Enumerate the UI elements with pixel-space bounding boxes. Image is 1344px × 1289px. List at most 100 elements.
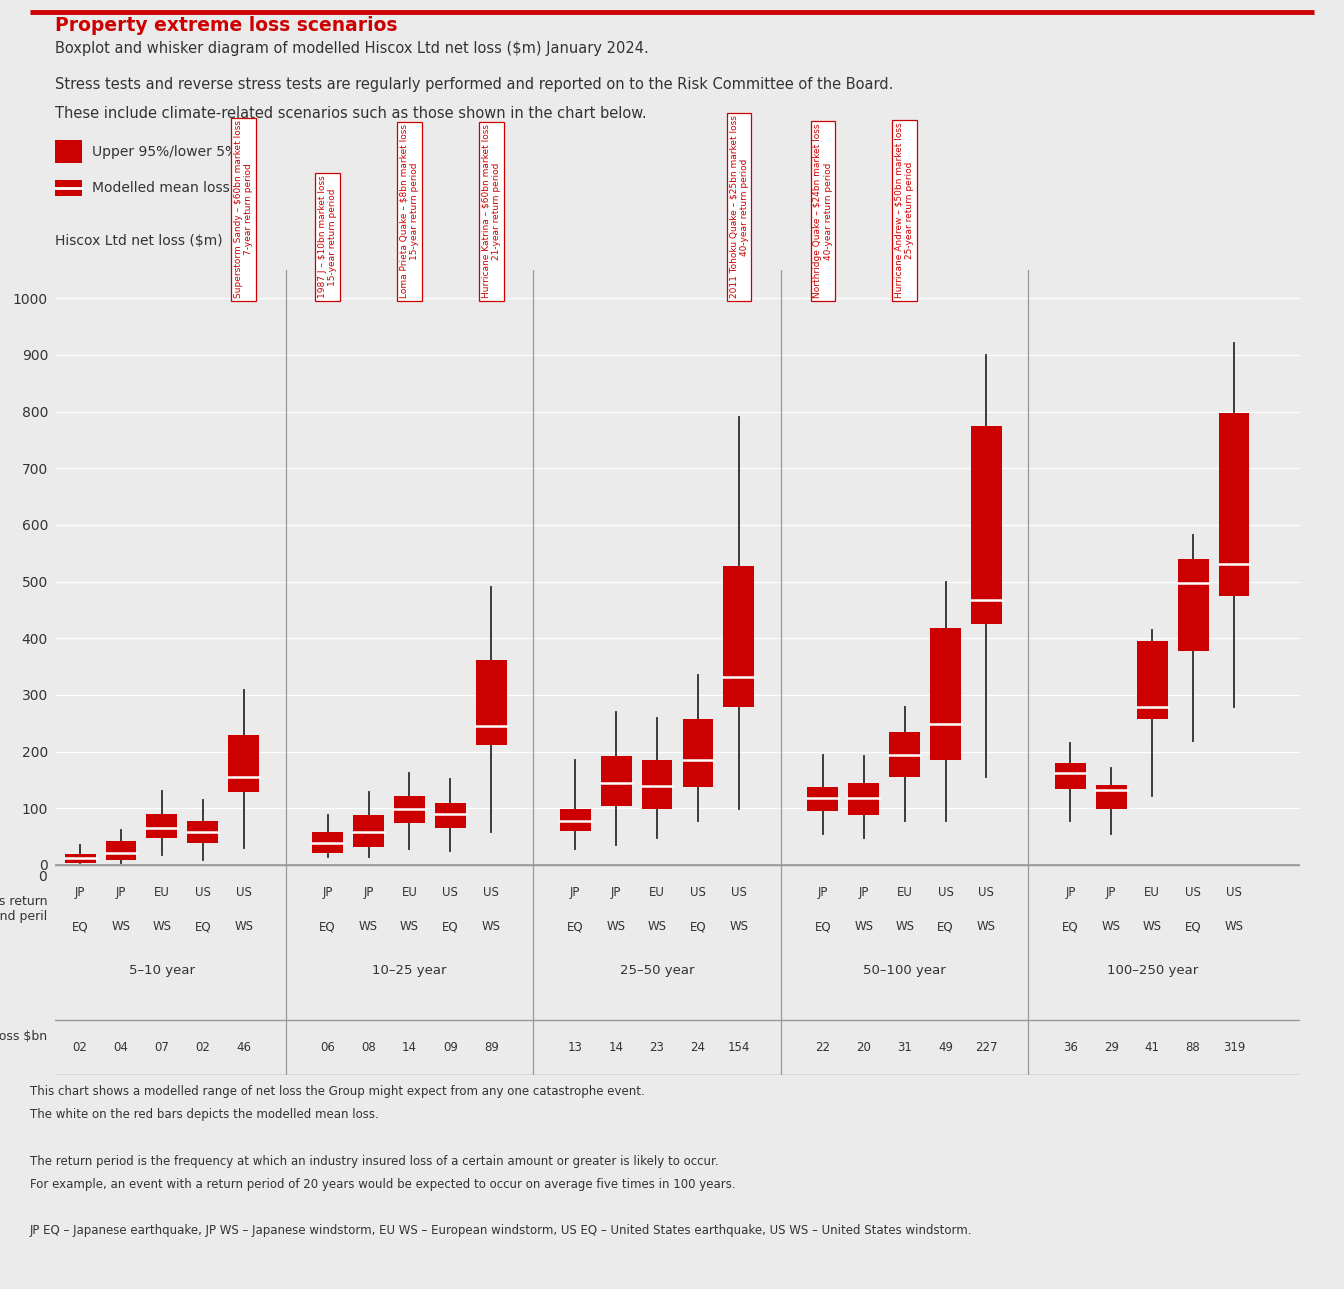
Text: 07: 07 [155,1042,169,1054]
Text: WS: WS [234,920,253,933]
Text: Hurricane Katrina – $60bn market loss
21-year return period: Hurricane Katrina – $60bn market loss 21… [481,124,501,298]
Text: EU: EU [896,887,913,900]
Text: JP: JP [570,887,581,900]
Text: Northridge Quake – $24bn market loss
40-year return period: Northridge Quake – $24bn market loss 40-… [813,124,832,298]
Text: 23: 23 [649,1042,664,1054]
Bar [146,813,177,838]
Text: JP EQ – Japanese earthquake, JP WS – Japanese windstorm, EU WS – European windst: JP EQ – Japanese earthquake, JP WS – Jap… [30,1225,973,1237]
Text: The return period is the frequency at which an industry insured loss of a certai: The return period is the frequency at wh… [30,1155,719,1168]
Text: US: US [235,887,251,900]
Text: This chart shows a modelled range of net loss the Group might expect from any on: This chart shows a modelled range of net… [30,1085,645,1098]
Text: US: US [689,887,706,900]
Text: 09: 09 [444,1042,458,1054]
Bar [1137,641,1168,719]
Text: Modelled mean loss: Modelled mean loss [93,180,230,195]
Text: EQ: EQ [937,920,954,933]
Text: WS: WS [481,920,501,933]
Bar [228,735,259,793]
Text: US: US [731,887,747,900]
Text: WS: WS [1102,920,1121,933]
Text: 36: 36 [1063,1042,1078,1054]
Text: 50–100 year: 50–100 year [863,964,946,977]
Text: Upper 95%/lower 5%: Upper 95%/lower 5% [93,144,238,159]
Text: EQ: EQ [1062,920,1079,933]
Text: Superstorm Sandy – $60bn market loss
7-year return period: Superstorm Sandy – $60bn market loss 7-y… [234,120,254,298]
Text: JP: JP [116,887,126,900]
Text: Stress tests and reverse stress tests are regularly performed and reported on to: Stress tests and reverse stress tests ar… [55,77,894,93]
Text: EQ: EQ [814,920,831,933]
Text: Hiscox Ltd net loss ($m): Hiscox Ltd net loss ($m) [55,235,223,249]
Bar [187,821,218,843]
Text: US: US [1185,887,1202,900]
Text: For example, an event with a return period of 20 years would be expected to occu: For example, an event with a return peri… [30,1178,735,1191]
Bar [808,786,839,811]
Bar [312,833,343,852]
Text: EQ: EQ [1185,920,1202,933]
Bar [1219,412,1250,596]
Text: 31: 31 [898,1042,913,1054]
Text: 46: 46 [237,1042,251,1054]
Text: 29: 29 [1103,1042,1118,1054]
Text: EQ: EQ [195,920,211,933]
Text: JP: JP [323,887,333,900]
Text: JP: JP [1106,887,1117,900]
Bar [930,628,961,761]
Point [74,180,90,196]
Bar [601,757,632,806]
Text: Loma Prieta Quake – $8bn market loss
15-year return period: Loma Prieta Quake – $8bn market loss 15-… [399,124,419,298]
Text: 02: 02 [195,1042,210,1054]
Bar [55,180,82,196]
Text: 100–250 year: 100–250 year [1106,964,1198,977]
Text: 13: 13 [567,1042,583,1054]
Bar [641,761,672,809]
Text: 319: 319 [1223,1042,1245,1054]
Text: WS: WS [1142,920,1161,933]
Bar [723,566,754,708]
Text: WS: WS [112,920,130,933]
Text: 08: 08 [362,1042,376,1054]
Bar [106,842,137,861]
Text: These include climate-related scenarios such as those shown in the chart below.: These include climate-related scenarios … [55,106,646,121]
Text: Hurricane Andrew – $50bn market loss
25-year return period: Hurricane Andrew – $50bn market loss 25-… [895,122,914,298]
Text: EQ: EQ [320,920,336,933]
Text: 154: 154 [727,1042,750,1054]
Text: WS: WS [648,920,667,933]
Text: EQ: EQ [689,920,706,933]
Bar [683,719,714,786]
Text: 04: 04 [114,1042,129,1054]
Text: 20: 20 [856,1042,871,1054]
Text: Property extreme loss scenarios: Property extreme loss scenarios [55,15,398,35]
Text: 25–50 year: 25–50 year [620,964,695,977]
Text: JP: JP [859,887,870,900]
Text: WS: WS [895,920,914,933]
Text: EU: EU [1144,887,1160,900]
Text: EQ: EQ [71,920,89,933]
Text: 227: 227 [976,1042,997,1054]
Text: 2011 Tohoku Quake – $25bn market loss
40-year return period: 2011 Tohoku Quake – $25bn market loss 40… [730,116,749,298]
Bar [970,425,1001,624]
Bar [560,809,590,831]
Text: 49: 49 [938,1042,953,1054]
Text: 02: 02 [73,1042,87,1054]
Text: EQ: EQ [442,920,458,933]
Text: WS: WS [977,920,996,933]
Text: US: US [484,887,499,900]
Text: WS: WS [1224,920,1243,933]
Text: WS: WS [401,920,419,933]
Text: EU: EU [155,887,169,900]
Text: JP: JP [612,887,621,900]
Text: 06: 06 [320,1042,335,1054]
Bar [1095,785,1126,809]
Text: 88: 88 [1185,1042,1200,1054]
Text: US: US [1226,887,1242,900]
Text: Mean industry loss $bn: Mean industry loss $bn [0,1030,47,1043]
Bar [476,660,507,745]
Text: The white on the red bars depicts the modelled mean loss.: The white on the red bars depicts the mo… [30,1109,379,1121]
Text: 1987 J – $10bn market loss
15-year return period: 1987 J – $10bn market loss 15-year retur… [319,175,337,298]
Text: EQ: EQ [567,920,583,933]
Bar [394,795,425,822]
Bar [435,803,466,828]
Text: 22: 22 [816,1042,831,1054]
Text: EU: EU [649,887,665,900]
Text: EU: EU [402,887,418,900]
